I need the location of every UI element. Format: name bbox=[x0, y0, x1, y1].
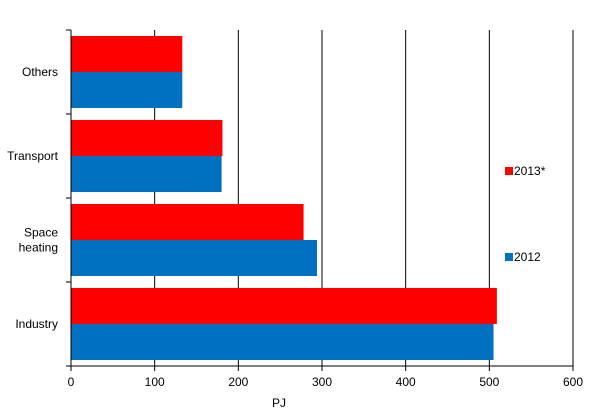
x-tick-labels: 0 100 200 300 400 500 600 bbox=[68, 375, 584, 389]
bars bbox=[71, 36, 497, 360]
category-label: Others bbox=[22, 65, 58, 79]
legend-label-2012: 2012 bbox=[514, 250, 541, 264]
legend-swatch-2013 bbox=[505, 167, 513, 175]
bar-2012-transport bbox=[71, 156, 222, 192]
bar-2012-others bbox=[71, 72, 183, 108]
category-label: Transport bbox=[7, 149, 59, 163]
legend-label-2013: 2013* bbox=[514, 164, 546, 178]
bar-2013-others bbox=[71, 36, 183, 72]
category-label: heating bbox=[19, 241, 58, 255]
x-tick-label: 500 bbox=[479, 375, 499, 389]
legend: 2013* 2012 bbox=[505, 164, 546, 264]
x-tick-label: 100 bbox=[145, 375, 165, 389]
x-tick-label: 400 bbox=[396, 375, 416, 389]
category-label: Industry bbox=[15, 317, 58, 331]
x-tick-label: 200 bbox=[228, 375, 248, 389]
bar-2013-space-heating bbox=[71, 204, 304, 240]
x-tick-label: 600 bbox=[563, 375, 583, 389]
bar-2013-industry bbox=[71, 288, 497, 324]
bar-2012-industry bbox=[71, 324, 494, 360]
category-label: Space bbox=[24, 226, 58, 240]
x-tick-label: 0 bbox=[68, 375, 75, 389]
bar-2013-transport bbox=[71, 120, 223, 156]
legend-swatch-2012 bbox=[505, 253, 513, 261]
x-tick-label: 300 bbox=[312, 375, 332, 389]
bar-2012-space-heating bbox=[71, 240, 317, 276]
x-axis-label: PJ bbox=[272, 396, 286, 410]
axes bbox=[66, 29, 574, 371]
